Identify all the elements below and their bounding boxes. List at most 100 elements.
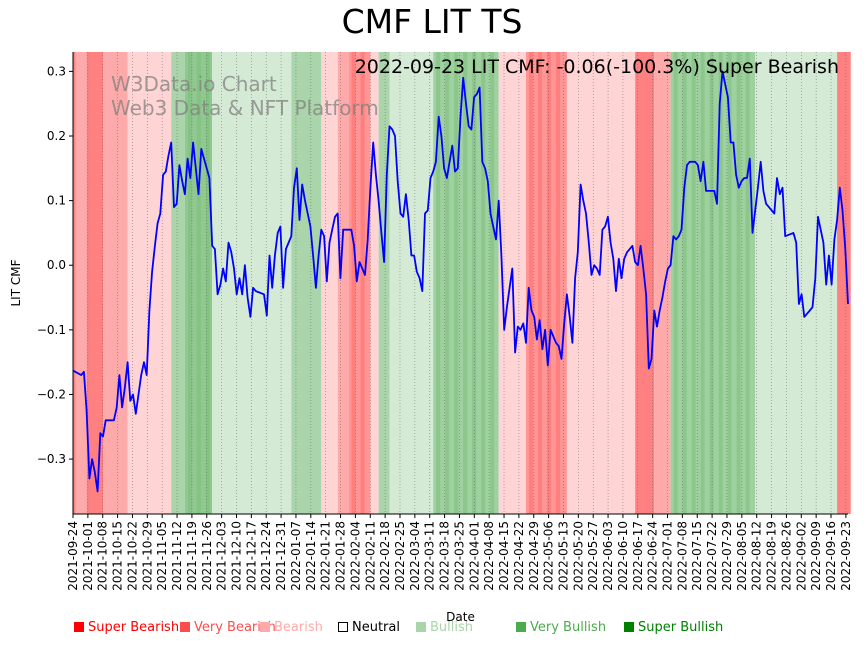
y-tick-label: 0.1 (47, 194, 66, 208)
x-tick-label: 2022-03-04 (408, 521, 422, 591)
x-tick-label: 2022-09-09 (809, 521, 823, 591)
legend-swatch (624, 622, 634, 632)
band-stripe (360, 52, 365, 514)
x-tick-label: 2022-05-20 (571, 521, 585, 591)
band-super_bearish (73, 52, 76, 514)
x-tick-label: 2021-10-08 (96, 521, 110, 591)
band-stripe (528, 52, 533, 514)
headline-annotation: 2022-09-23 LIT CMF: -0.06(-100.3%) Super… (355, 56, 839, 78)
x-tick-label: 2022-09-23 (839, 521, 853, 591)
x-tick-label: 2022-02-18 (378, 521, 392, 591)
legend-item: Very Bearish (180, 620, 276, 635)
band-stripe (736, 52, 741, 514)
x-tick-label: 2022-06-03 (601, 521, 615, 591)
legend: Super Bearish Very Bearish Bearish Neutral B… (0, 620, 864, 640)
band-bearish (321, 52, 338, 514)
x-tick-label: 2022-03-18 (438, 521, 452, 591)
y-tick-label: −0.2 (37, 387, 66, 401)
band-stripe (205, 52, 210, 514)
band-stripe (718, 52, 723, 514)
x-axis-label: Date (446, 610, 475, 624)
y-tick-label: −0.3 (37, 452, 66, 466)
x-tick-label: 2021-09-24 (66, 521, 80, 591)
x-tick-label: 2021-11-12 (170, 521, 184, 591)
band-stripe (436, 52, 441, 514)
legend-label: Super Bearish (88, 620, 180, 635)
x-tick-label: 2021-11-26 (200, 521, 214, 591)
x-tick-label: 2022-09-02 (794, 521, 808, 591)
legend-item: Super Bullish (624, 620, 723, 635)
band-very_bearish (337, 52, 349, 514)
band-bullish (755, 52, 838, 514)
x-tick-label: 2022-08-26 (779, 521, 793, 591)
x-tick-label: 2021-12-31 (274, 521, 288, 591)
x-tick-label: 2022-05-06 (542, 521, 556, 591)
band-stripe (745, 52, 750, 514)
band-bullish (389, 52, 434, 514)
legend-item: Neutral (338, 620, 400, 635)
band-stripe (454, 52, 459, 514)
legend-swatch (260, 622, 270, 632)
legend-swatch (338, 622, 348, 632)
band-bearish (127, 52, 172, 514)
band-stripe (490, 52, 495, 514)
watermark-line: W3Data.io Chart (111, 72, 277, 96)
band-stripe (709, 52, 714, 514)
band-stripe (555, 52, 560, 514)
cmf-series-line (72, 70, 849, 493)
legend-swatch (74, 622, 84, 632)
x-tick-label: 2022-04-22 (512, 521, 526, 591)
legend-label: Very Bullish (530, 620, 607, 635)
x-tick-label: 2022-08-19 (765, 521, 779, 591)
x-gridlines (72, 52, 847, 514)
x-tick-label: 2022-05-27 (586, 521, 600, 591)
x-tick-label: 2022-01-21 (319, 521, 333, 591)
x-tick-label: 2021-12-24 (259, 521, 273, 591)
band-very_bullish (171, 52, 185, 514)
band-stripe (727, 52, 732, 514)
legend-label: Neutral (352, 620, 400, 635)
legend-label: Super Bullish (638, 620, 724, 635)
y-tick-label: 0.3 (47, 64, 66, 78)
x-tick-label: 2022-06-10 (616, 521, 630, 591)
x-tick-label: 2022-03-25 (452, 521, 466, 591)
x-tick-label: 2022-09-16 (824, 521, 838, 591)
x-tick-label: 2021-12-03 (215, 521, 229, 591)
y-tick-label: 0.0 (47, 258, 66, 272)
legend-swatch (416, 622, 426, 632)
band-stripe (463, 52, 468, 514)
legend-swatch (516, 622, 526, 632)
x-tick-label: 2022-07-01 (661, 521, 675, 591)
x-tick-label: 2022-07-08 (675, 521, 689, 591)
x-tick-label: 2021-12-17 (244, 521, 258, 591)
legend-label: Bullish (430, 620, 474, 635)
band-very_bearish (654, 52, 671, 514)
x-tick-label: 2022-04-08 (482, 521, 496, 591)
band-very_bearish (75, 52, 87, 514)
band-stripe (546, 52, 551, 514)
x-tick-label: 2022-07-29 (720, 521, 734, 591)
band-stripe (196, 52, 201, 514)
x-tick-label: 2021-12-10 (229, 521, 243, 591)
band-very_bullish (378, 52, 390, 514)
legend-item: Bearish (260, 620, 323, 635)
band-stripe (537, 52, 542, 514)
x-tick-label: 2022-06-24 (646, 521, 660, 591)
x-tick-label: 2021-10-22 (125, 521, 139, 591)
band-stripe (481, 52, 486, 514)
band-stripe (691, 52, 696, 514)
band-stripe (445, 52, 450, 514)
band-stripe (682, 52, 687, 514)
x-tick-label: 2022-02-04 (348, 521, 362, 591)
legend-label: Bearish (274, 620, 323, 635)
background-bands (73, 52, 851, 514)
band-super_bearish (837, 52, 851, 514)
band-bullish (212, 52, 292, 514)
legend-item: Very Bullish (516, 620, 606, 635)
y-tick-label: −0.1 (37, 323, 66, 337)
y-tick-label: 0.2 (47, 129, 66, 143)
chart-title: CMF LIT TS (341, 2, 523, 41)
legend-swatch (180, 622, 190, 632)
x-tick-label: 2022-08-12 (750, 521, 764, 591)
